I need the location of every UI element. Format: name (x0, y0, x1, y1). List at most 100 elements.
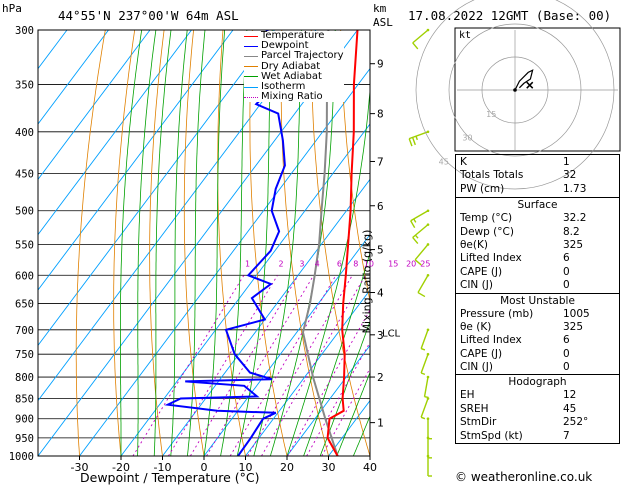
legend-swatch (244, 45, 258, 47)
wet-adiabat-line (137, 30, 157, 456)
wind-barb-feather (412, 42, 419, 50)
wind-barb-staff (414, 244, 429, 261)
isotherm-line (245, 289, 370, 456)
mixing-ratio-label: 3 (299, 259, 304, 268)
wet-adiabat-line (120, 30, 143, 456)
temperature-tick-label: 0 (201, 461, 208, 474)
legend-label: Mixing Ratio (261, 91, 323, 103)
wind-barb-dot (426, 328, 430, 332)
temperature-tick-label: -30 (71, 461, 89, 474)
info-row-label: StmSpd (kt) (460, 429, 523, 442)
info-row-value: 6 (563, 334, 570, 347)
wet-adiabat-line (319, 320, 370, 456)
mixing-ratio-line (132, 275, 245, 456)
legend-swatch (244, 35, 258, 37)
info-row: PW (cm) 1.73 (456, 183, 619, 196)
mixing-ratio-line (287, 309, 370, 456)
height-tick-label: 8 (377, 108, 384, 121)
wind-barb (420, 397, 430, 420)
info-row: Pressure (mb) 1005 (456, 308, 619, 321)
pressure-tick-label: 500 (15, 206, 34, 218)
pressure-tick-label: 750 (15, 349, 34, 361)
wind-barb (412, 223, 430, 245)
info-row: StmDir 252° (456, 416, 619, 429)
wind-barb-staff (417, 274, 429, 293)
info-row-value: 0 (563, 265, 570, 278)
temperature-tick-label: -10 (154, 461, 172, 474)
wind-barb-dot (426, 28, 430, 32)
info-row-label: Totals Totals (460, 169, 524, 182)
legend: Temperature Dewpoint Parcel Trajectory Dry … (244, 30, 344, 103)
info-row-label: StmDir (460, 416, 497, 429)
dry-adiabat-line (113, 30, 136, 456)
wind-barb-feather (414, 259, 422, 266)
mixing-ratio-label: 6 (337, 259, 342, 268)
wind-barb (426, 454, 432, 477)
most-unstable-title: Most Unstable (500, 294, 575, 307)
parcel-trajectory-line (301, 30, 339, 456)
info-row-label: CAPE (J) (460, 347, 503, 360)
pressure-tick-label: 300 (15, 25, 34, 37)
wind-barb-staff (410, 210, 429, 222)
wind-barb-half-feather (420, 372, 426, 376)
info-row-value: 252° (563, 416, 589, 429)
legend-label: Dry Adiabat (261, 60, 321, 72)
info-row: CIN (J) 0 (456, 361, 619, 374)
mixing-ratio-axis-label: Mixing Ratio (g/kg) (360, 229, 374, 334)
height-tick-label: 7 (377, 155, 384, 168)
dry-adiabat-line (340, 30, 370, 304)
legend-item: Dewpoint (244, 40, 344, 52)
info-row-label: CIN (J) (460, 279, 493, 292)
wet-adiabat-line (286, 85, 370, 456)
info-row: CIN (J) 0 (456, 279, 619, 292)
wind-barb-dot (426, 223, 430, 226)
pressure-tick-label: 650 (15, 299, 34, 311)
isotherm-line (203, 233, 370, 456)
height-unit-asl: ASL (373, 16, 393, 29)
wind-barb-half-feather (420, 347, 426, 351)
isotherm-line (286, 344, 370, 456)
surface-section: Surface Temp (°C) 32.2 Dewp (°C) 8.2 θe(K) 32… (455, 197, 620, 294)
info-row-value: 0 (563, 361, 570, 374)
wind-barb-half-feather (413, 218, 417, 223)
mixing-ratio-line (306, 341, 370, 456)
height-tick-label: 1 (377, 417, 384, 430)
height-tick-label: 6 (377, 200, 384, 213)
mixing-ratio-line (321, 367, 370, 456)
wind-barb-dot (426, 417, 430, 421)
legend-label: Wet Adiabat (261, 70, 322, 82)
mixing-ratio-label: 25 (420, 259, 430, 268)
info-row: θe (K) 325 (456, 321, 619, 334)
wind-barb (423, 375, 430, 399)
isotherm-line (38, 30, 109, 125)
wind-barb (420, 352, 430, 376)
wind-barb-dot (426, 273, 430, 277)
info-row-value: 32 (563, 169, 577, 182)
height-tick-label: 3 (377, 329, 384, 342)
temperature-tick-label: 30 (322, 461, 336, 474)
legend-label: Dewpoint (261, 40, 309, 52)
dry-adiabat-line (75, 30, 106, 456)
info-row: StmSpd (kt) 7 (456, 430, 619, 443)
credit-text: © weatheronline.co.uk (455, 470, 593, 484)
isotherm-line (38, 30, 151, 181)
temperature-tick-label: -20 (112, 461, 130, 474)
pressure-tick-label: 850 (15, 393, 34, 405)
hodograph-unit-label: kt (459, 30, 472, 41)
legend-item: Mixing Ratio (244, 92, 344, 102)
info-row: Totals Totals 32 (456, 169, 619, 182)
info-row-value: 0 (563, 347, 570, 360)
mixing-ratio-label: 4 (315, 259, 320, 268)
wind-barb (426, 436, 432, 459)
dry-adiabat-line (249, 30, 288, 456)
dry-adiabat-line (183, 30, 205, 456)
info-row-value: 325 (563, 238, 584, 251)
info-row-label: Pressure (mb) (460, 307, 534, 320)
pressure-tick-label: 900 (15, 414, 34, 426)
isotherm-line (38, 30, 275, 347)
pressure-tick-label: 600 (15, 270, 34, 282)
wet-adiabat-line (203, 30, 226, 456)
wet-adiabat-line (336, 371, 370, 456)
info-row-value: 45 (563, 402, 577, 415)
hodograph-section: Hodograph EH 12 SREH 45 StmDir 252° StmSpd (kt… (455, 374, 620, 445)
